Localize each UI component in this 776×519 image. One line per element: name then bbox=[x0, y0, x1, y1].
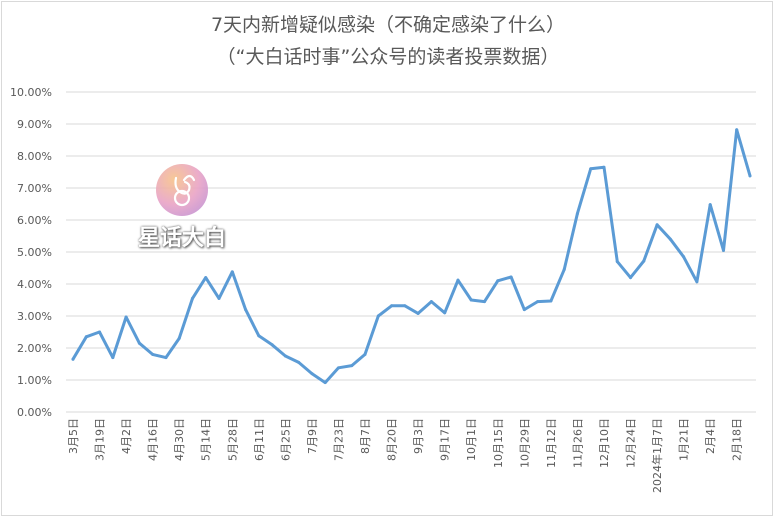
x-tick-label: 2月18日 bbox=[731, 418, 744, 461]
x-tick-label: 3月19日 bbox=[94, 418, 107, 461]
x-tick-label: 10月29日 bbox=[518, 418, 531, 468]
watermark-logo: 星话大白 bbox=[132, 164, 232, 256]
data-point bbox=[164, 356, 168, 360]
data-point bbox=[695, 280, 699, 284]
data-point bbox=[111, 356, 115, 360]
data-point bbox=[71, 357, 75, 361]
y-tick-label: 5.00% bbox=[17, 246, 52, 259]
data-point bbox=[190, 296, 194, 300]
x-tick-label: 6月11日 bbox=[253, 418, 266, 461]
data-point bbox=[137, 341, 141, 345]
chart-title: 7天内新增疑似感染（不确定感染了什么） bbox=[210, 14, 566, 36]
y-tick-label: 10.00% bbox=[10, 86, 52, 99]
x-tick-label: 1月21日 bbox=[678, 418, 691, 461]
data-point bbox=[522, 308, 526, 312]
data-point bbox=[496, 279, 500, 283]
data-point bbox=[721, 248, 725, 252]
data-point bbox=[257, 334, 261, 338]
data-point bbox=[589, 167, 593, 171]
data-point bbox=[536, 300, 540, 304]
x-tick-label: 12月10日 bbox=[598, 418, 611, 468]
data-point bbox=[668, 237, 672, 241]
data-point bbox=[177, 336, 181, 340]
data-point bbox=[244, 308, 248, 312]
data-point bbox=[509, 275, 513, 279]
x-tick-label: 6月25日 bbox=[279, 418, 292, 461]
data-point bbox=[336, 366, 340, 370]
y-tick-label: 6.00% bbox=[17, 214, 52, 227]
data-point bbox=[204, 276, 208, 280]
x-tick-label: 10月1日 bbox=[465, 418, 478, 461]
data-point bbox=[403, 304, 407, 308]
data-point bbox=[429, 300, 433, 304]
data-point bbox=[363, 352, 367, 356]
data-point bbox=[682, 255, 686, 259]
y-tick-label: 8.00% bbox=[17, 150, 52, 163]
x-tick-label: 12月24日 bbox=[625, 418, 638, 468]
data-point bbox=[124, 315, 128, 319]
data-point bbox=[642, 259, 646, 263]
data-point bbox=[629, 276, 633, 280]
data-point bbox=[310, 372, 314, 376]
x-tick-label: 9月17日 bbox=[439, 418, 452, 461]
data-point bbox=[708, 203, 712, 207]
x-tick-label: 8月20日 bbox=[386, 418, 399, 461]
x-tick-label: 10月15日 bbox=[492, 418, 505, 468]
y-tick-label: 7.00% bbox=[17, 182, 52, 195]
data-point bbox=[655, 223, 659, 227]
series-line bbox=[71, 128, 752, 385]
chart-subtitle: （“大白话时事”公众号的读者投票数据） bbox=[216, 46, 560, 68]
y-tick-label: 4.00% bbox=[17, 278, 52, 291]
watermark-text: 星话大白 bbox=[137, 226, 226, 251]
x-tick-label: 8月7日 bbox=[359, 418, 372, 454]
data-point bbox=[270, 343, 274, 347]
data-point bbox=[443, 311, 447, 315]
x-tick-label: 4月30日 bbox=[173, 418, 186, 461]
x-tick-label: 5月14日 bbox=[200, 418, 213, 461]
x-tick-label: 5月28日 bbox=[226, 418, 239, 461]
data-point bbox=[84, 335, 88, 339]
data-point bbox=[376, 314, 380, 318]
x-tick-label: 4月16日 bbox=[147, 418, 160, 461]
data-point bbox=[230, 270, 234, 274]
data-point bbox=[390, 304, 394, 308]
data-point bbox=[151, 352, 155, 356]
data-point bbox=[217, 296, 221, 300]
y-tick-label: 3.00% bbox=[17, 310, 52, 323]
x-tick-label: 9月3日 bbox=[412, 418, 425, 454]
rabbit-logo-icon bbox=[156, 164, 208, 216]
y-tick-label: 2.00% bbox=[17, 342, 52, 355]
x-tick-label: 2024年1月7日 bbox=[650, 418, 664, 493]
data-point bbox=[483, 300, 487, 304]
x-tick-label: 7月23日 bbox=[332, 418, 345, 461]
y-tick-label: 9.00% bbox=[17, 118, 52, 131]
x-tick-label: 4月2日 bbox=[120, 418, 133, 454]
x-tick-label: 2月4日 bbox=[704, 418, 717, 454]
data-point bbox=[562, 268, 566, 272]
data-point bbox=[602, 165, 606, 169]
x-tick-label: 7月9日 bbox=[306, 418, 319, 454]
data-point bbox=[456, 278, 460, 282]
data-point bbox=[615, 260, 619, 264]
data-point bbox=[575, 212, 579, 216]
data-point bbox=[283, 354, 287, 358]
data-point bbox=[416, 311, 420, 315]
data-point bbox=[735, 128, 739, 132]
x-tick-label: 11月12日 bbox=[545, 418, 558, 468]
data-point bbox=[297, 360, 301, 364]
data-point bbox=[748, 174, 752, 178]
x-tick-label: 3月5日 bbox=[67, 418, 80, 454]
data-point bbox=[469, 298, 473, 302]
data-point bbox=[98, 330, 102, 334]
y-tick-label: 1.00% bbox=[17, 374, 52, 387]
data-point bbox=[323, 381, 327, 385]
x-tick-label: 11月26日 bbox=[571, 418, 584, 468]
data-point bbox=[549, 299, 553, 303]
y-tick-label: 0.00% bbox=[17, 406, 52, 419]
data-point bbox=[350, 364, 354, 368]
